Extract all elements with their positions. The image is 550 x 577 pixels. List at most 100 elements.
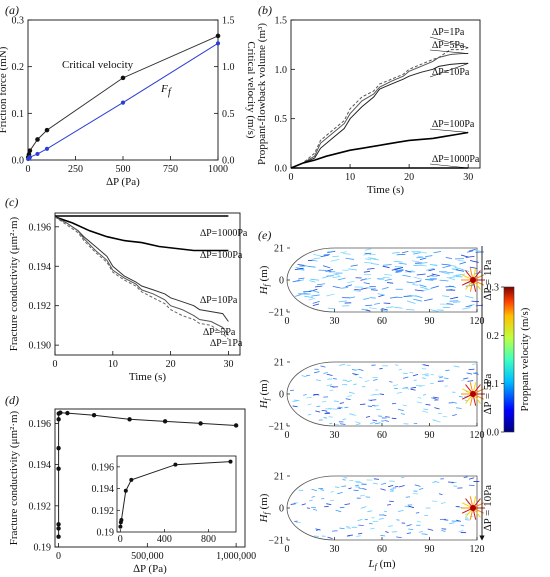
x-tick-label: 250 <box>68 164 83 175</box>
leader-line <box>429 49 469 54</box>
velocity-vector <box>363 270 371 273</box>
y-label-sub: f <box>262 396 271 400</box>
velocity-vector <box>430 264 438 267</box>
velocity-vector <box>339 402 344 404</box>
panel-label: (c) <box>5 195 18 209</box>
y-tick-label: 0.0 <box>275 164 288 175</box>
data-point <box>35 137 40 142</box>
row-label: ∆P = 10Pa <box>482 485 494 531</box>
x-label-sub: f <box>375 562 379 571</box>
inset: 0 400 800 0.19 0.192 0.194 0.196 <box>92 455 237 545</box>
y-tick-label: 0 <box>279 504 284 515</box>
x-tick-label: 0 <box>56 551 61 562</box>
velocity-vector <box>455 276 463 278</box>
data-point <box>56 466 61 471</box>
velocity-vector <box>469 266 478 269</box>
data-point <box>127 417 132 422</box>
velocity-vector <box>373 302 381 305</box>
velocity-vector <box>372 419 378 422</box>
y-tick-label: 0.192 <box>29 301 52 312</box>
velocity-vector <box>333 400 339 402</box>
velocity-vector <box>327 307 336 310</box>
y-label-unit: (m) <box>258 379 270 398</box>
colorbar <box>503 286 515 433</box>
velocity-vector <box>468 368 475 371</box>
velocity-vector <box>297 264 305 266</box>
velocity-vector <box>333 273 340 276</box>
velocity-vector <box>446 276 456 281</box>
velocity-vector <box>405 387 410 390</box>
inset-x-tick-label: 400 <box>157 534 172 545</box>
velocity-vector <box>327 536 333 539</box>
series-2 <box>54 216 229 322</box>
x-label-main: L <box>368 558 375 570</box>
velocity-vector <box>445 285 455 288</box>
inset-frame <box>116 455 237 533</box>
data-point <box>56 445 61 451</box>
velocity-vector <box>434 480 440 483</box>
velocity-vector <box>445 369 450 372</box>
velocity-vector <box>419 257 427 261</box>
velocity-vector <box>294 294 302 297</box>
row-label: ∆P = 1Pa <box>482 260 494 301</box>
data-point <box>35 151 40 157</box>
x-tick-label: 10 <box>345 172 355 183</box>
velocity-vector <box>461 268 470 272</box>
data-point <box>56 522 61 527</box>
velocity-vector <box>369 307 377 310</box>
velocity-vector <box>345 284 353 288</box>
x-tick-label: 120 <box>470 544 485 555</box>
velocity-vector <box>373 478 380 480</box>
velocity-vector <box>326 373 333 376</box>
plot-frame <box>54 408 246 548</box>
velocity-vector <box>342 418 347 421</box>
velocity-vector <box>322 265 331 269</box>
velocity-vector <box>370 421 376 424</box>
velocity-vector <box>398 368 403 371</box>
x-tick-label: 30 <box>330 544 340 555</box>
velocity-vector <box>410 388 416 391</box>
velocity-vector <box>394 266 403 268</box>
velocity-vector <box>410 386 417 389</box>
x-tick-label: 120 <box>470 316 485 327</box>
velocity-vector <box>441 530 446 532</box>
velocity-vector <box>323 417 328 419</box>
velocity-vector <box>387 504 391 506</box>
plot-frame <box>27 19 219 161</box>
velocity-vector <box>306 507 310 509</box>
y-tick-label: 0 <box>279 390 284 401</box>
velocity-vector <box>326 384 333 387</box>
row-label: ∆P = 5Pa <box>482 374 494 415</box>
y-axis-label: Hf (m) <box>258 265 271 295</box>
velocity-vector <box>358 368 364 371</box>
data-point <box>162 419 168 424</box>
velocity-vector <box>339 423 346 425</box>
annotation-ff-sub: f <box>168 87 172 98</box>
x-tick-label: 0 <box>26 164 31 175</box>
velocity-vector <box>337 492 343 495</box>
y-tick-label: 0.190 <box>29 341 52 352</box>
velocity-vector <box>303 292 311 295</box>
inset-y-tick-label: 0.19 <box>97 528 115 539</box>
velocity-vector <box>339 527 345 530</box>
y-axis-label: Friction force (mN) <box>0 46 9 133</box>
velocity-vector <box>389 381 393 383</box>
velocity-vector <box>409 371 414 374</box>
legend-label: ∆P=1000Pa <box>200 228 248 239</box>
outlet-core <box>470 505 476 511</box>
velocity-vector <box>388 484 394 488</box>
velocity-vector <box>388 525 393 527</box>
data-point <box>58 410 63 415</box>
velocity-vector <box>405 496 411 498</box>
velocity-vector <box>385 531 389 533</box>
inset-x-tick-label: 800 <box>201 534 216 545</box>
velocity-vector <box>358 487 362 490</box>
velocity-vector <box>334 486 340 488</box>
data-point <box>215 33 221 39</box>
y-right-tick-label: 0.0 <box>222 156 235 167</box>
x-tick-label: 500,000 <box>131 551 164 562</box>
velocity-vector <box>442 295 450 298</box>
velocity-vector <box>441 263 451 266</box>
velocity-vector <box>413 298 422 302</box>
